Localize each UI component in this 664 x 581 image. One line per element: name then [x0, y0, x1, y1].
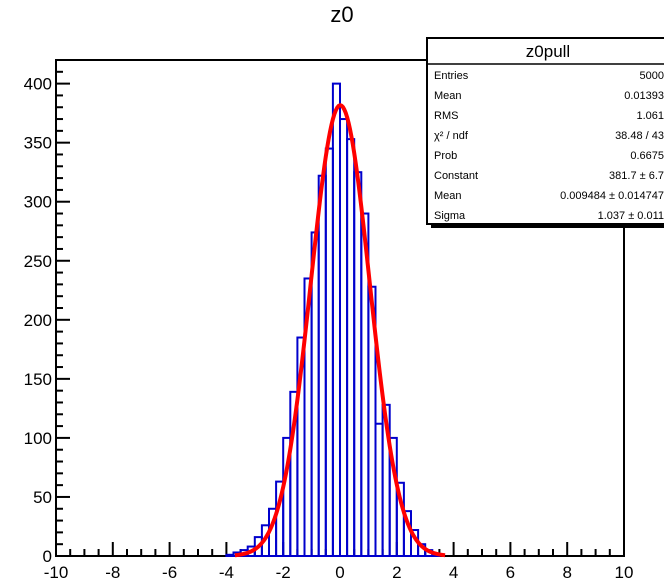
x-tick-label: 6: [506, 563, 515, 581]
histogram-bin: [317, 174, 327, 557]
histogram-bin: [339, 118, 349, 558]
x-tick-label: 10: [615, 563, 634, 581]
x-tick-label: 4: [449, 563, 458, 581]
stats-row-value: 381.7 ± 6.7: [609, 170, 664, 182]
stats-row-label: Constant: [434, 170, 478, 182]
chart-title: z0: [330, 2, 353, 27]
stats-row-label: χ² / ndf: [434, 130, 469, 142]
x-tick-label: -2: [276, 563, 291, 581]
axis-ticks: -10 -8 -6 -4 -2 0 2 4 6 8 100501001502002503003504…: [24, 59, 634, 581]
stats-row-value: 38.48 / 43: [615, 130, 664, 142]
y-tick-label: 0: [43, 547, 52, 566]
stats-row-label: RMS: [434, 110, 458, 122]
stats-row-label: Sigma: [434, 210, 466, 222]
x-tick-label: -8: [105, 563, 120, 581]
x-tick-label: 0: [335, 563, 344, 581]
stats-box: z0pull Entries 5000 Mean 0.01393 RMS 1.061 χ² /…: [426, 37, 664, 228]
x-tick-label: -10: [44, 563, 69, 581]
histogram-bin: [353, 171, 363, 557]
x-tick-label: -4: [219, 563, 234, 581]
y-tick-label: 350: [24, 134, 52, 153]
histogram-bin: [331, 82, 341, 557]
histogram-bin: [374, 422, 384, 557]
stats-row-label: Entries: [434, 70, 469, 82]
x-tick-label: -6: [162, 563, 177, 581]
y-tick-label: 100: [24, 429, 52, 448]
y-tick-label: 150: [24, 370, 52, 389]
stats-box-frame: [426, 37, 664, 225]
y-tick-label: 50: [33, 488, 52, 507]
stats-row-value: 5000: [640, 70, 664, 82]
y-tick-label: 300: [24, 193, 52, 212]
stats-row-label: Mean: [434, 90, 462, 102]
stats-row-value: 0.009484 ± 0.014747: [560, 190, 664, 202]
stats-row-value: 0.6675: [630, 150, 664, 162]
histogram-bin: [225, 553, 235, 557]
histogram-bin: [324, 147, 334, 557]
stats-row-value: 0.01393: [624, 90, 664, 102]
stats-row-label: Mean: [434, 190, 462, 202]
stats-row-value: 1.037 ± 0.011: [598, 210, 664, 222]
histogram-bars: [225, 82, 441, 558]
y-tick-label: 400: [24, 75, 52, 94]
stats-box-title: z0pull: [526, 42, 570, 61]
x-tick-label: 2: [392, 563, 401, 581]
y-tick-label: 200: [24, 311, 52, 330]
y-tick-label: 250: [24, 252, 52, 271]
stats-row-label: Prob: [434, 150, 457, 162]
histogram-bin: [346, 138, 356, 557]
x-tick-label: 8: [562, 563, 571, 581]
gaussian-fit-curve: [234, 103, 446, 558]
stats-row-value: 1.061: [636, 110, 664, 122]
